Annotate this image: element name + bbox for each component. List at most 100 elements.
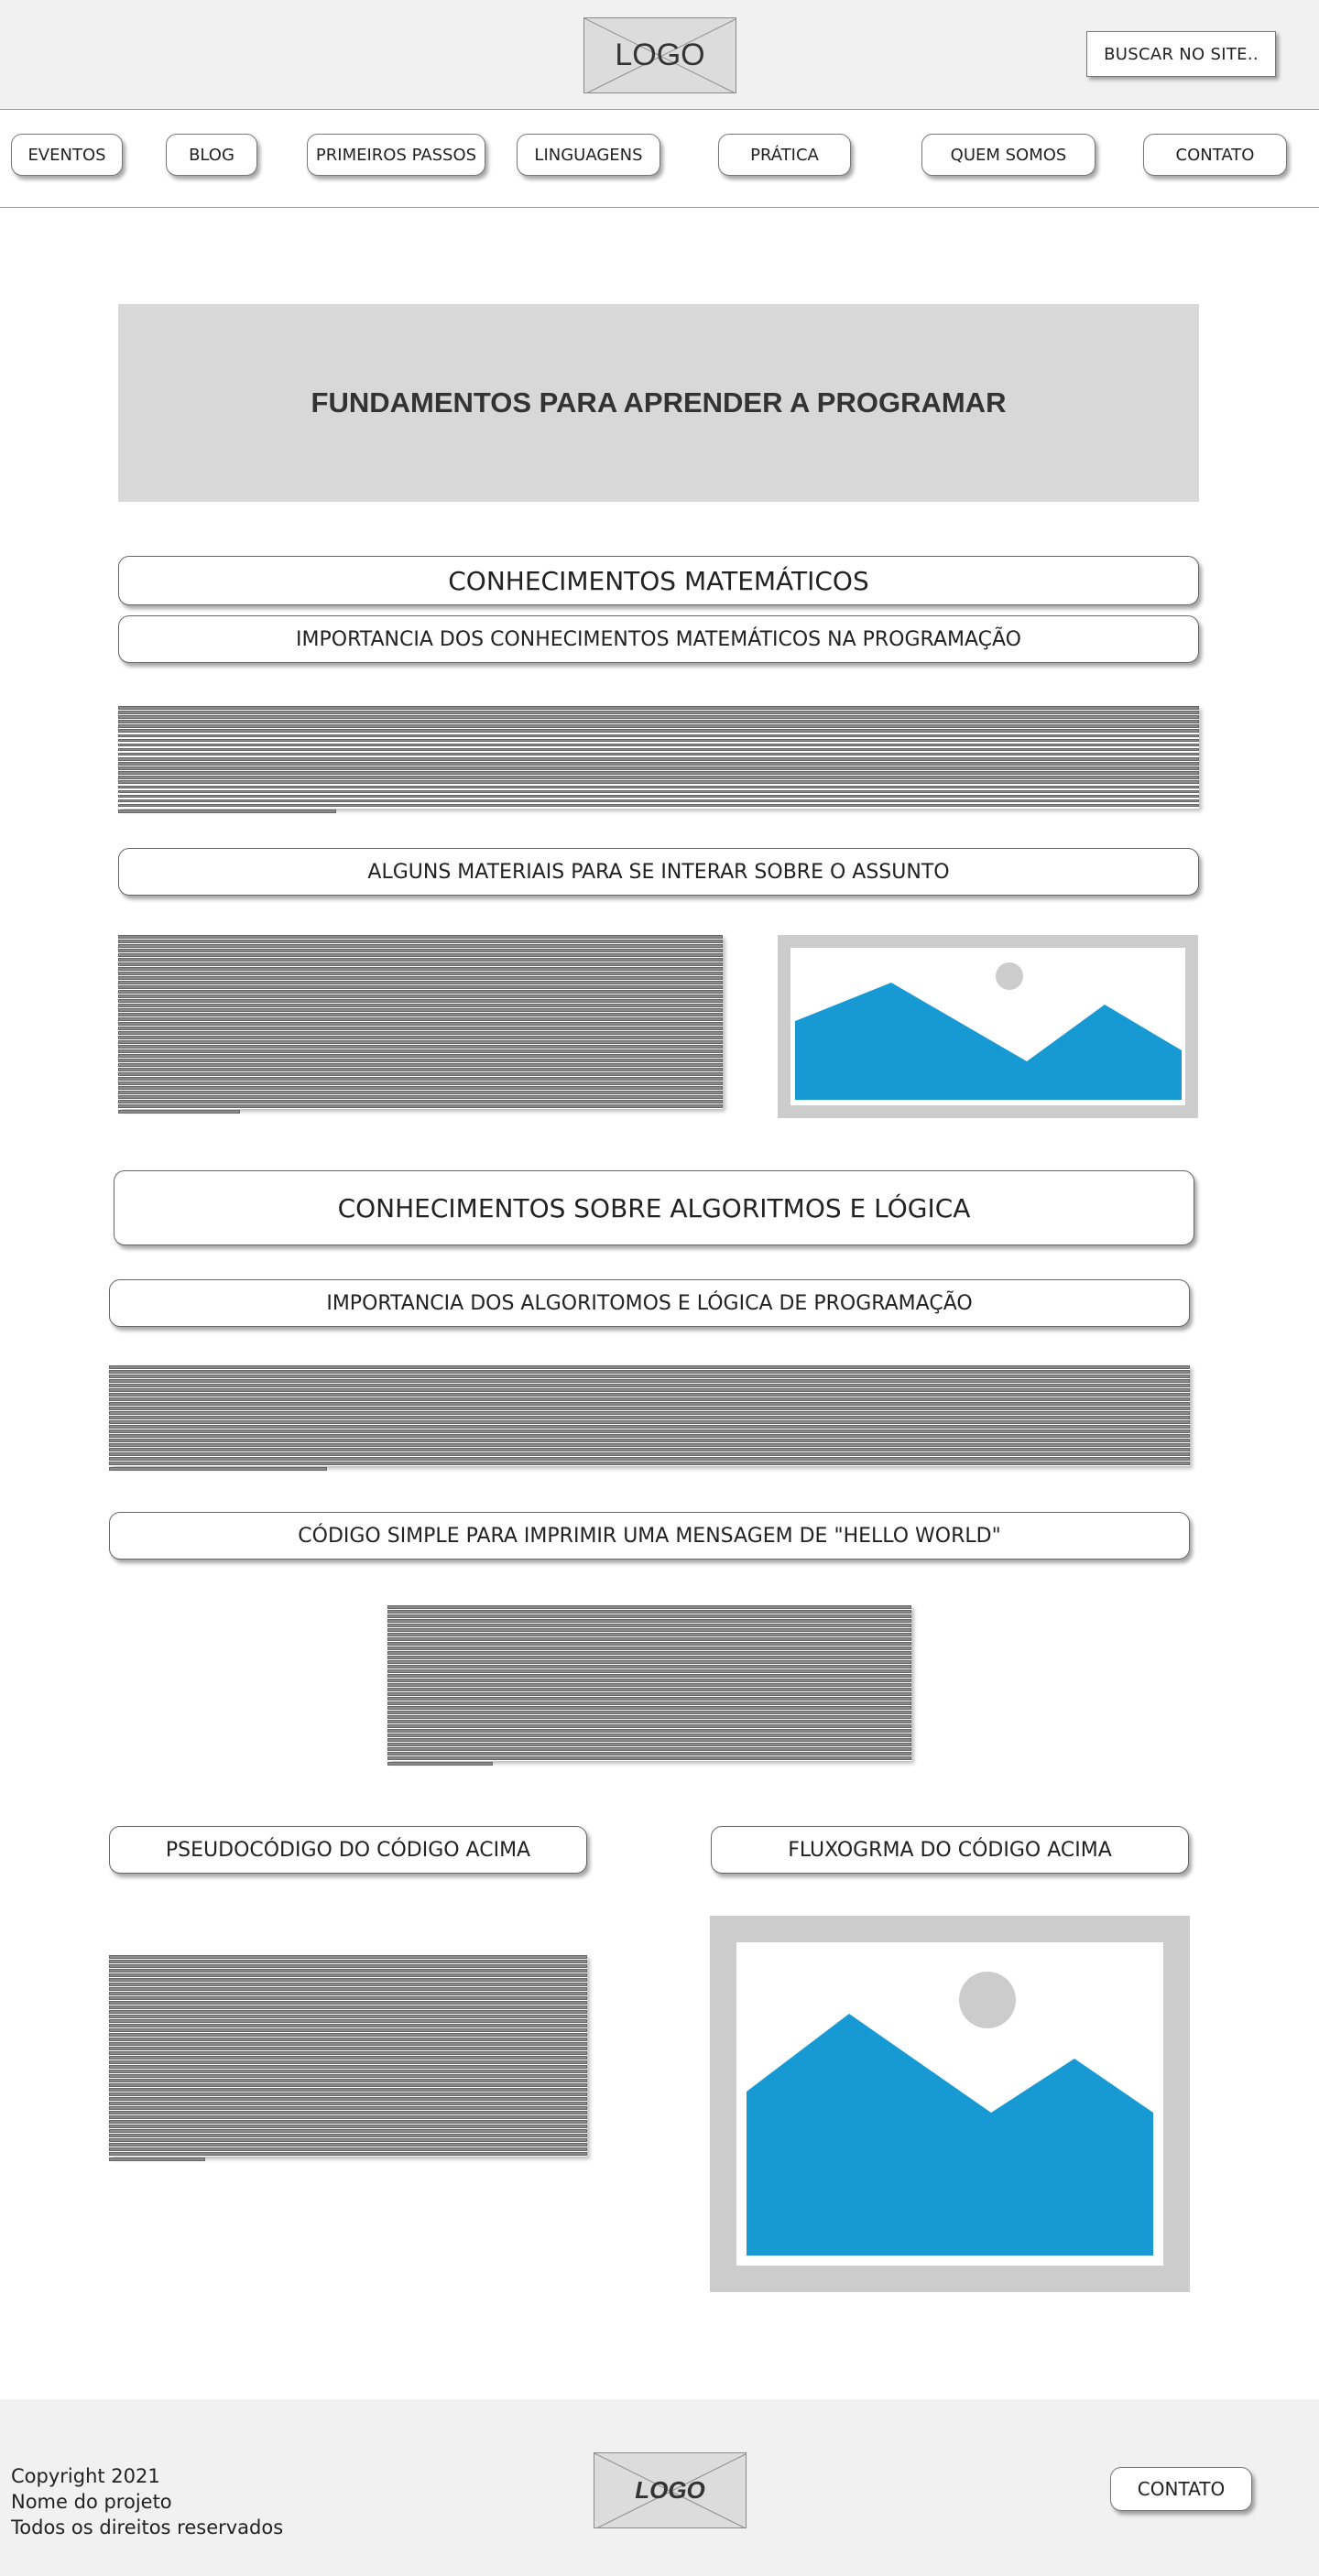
- main-nav: EVENTOS BLOG PRIMEIROS PASSOS LINGUAGENS…: [0, 111, 1319, 208]
- placeholder-text-line: [118, 990, 723, 994]
- math-section-subtitle: IMPORTANCIA DOS CONHECIMENTOS MATEMÁTICO…: [118, 615, 1199, 663]
- placeholder-text-line: [118, 985, 723, 989]
- placeholder-text-line: [118, 738, 1199, 743]
- placeholder-text-line: [109, 2083, 587, 2087]
- copyright-line: Copyright 2021: [11, 2465, 160, 2487]
- code-text-block: [387, 1605, 911, 1766]
- placeholder-text-line: [387, 1711, 911, 1714]
- nav-item-eventos[interactable]: EVENTOS: [11, 134, 123, 176]
- math-materials-image: [778, 935, 1198, 1118]
- placeholder-text-line: [387, 1614, 911, 1618]
- nav-item-primeiros-passos[interactable]: PRIMEIROS PASSOS: [307, 134, 485, 176]
- placeholder-text-line: [387, 1679, 911, 1682]
- placeholder-text-line: [109, 2134, 587, 2137]
- placeholder-text-line: [387, 1665, 911, 1668]
- nav-item-contato[interactable]: CONTATO: [1143, 134, 1287, 176]
- placeholder-text-line: [387, 1624, 911, 1627]
- placeholder-text-line: [109, 2005, 587, 2009]
- placeholder-text-line: [118, 1027, 723, 1030]
- math-materials-text-block: [118, 935, 723, 1114]
- placeholder-text-line: [109, 2033, 587, 2037]
- placeholder-text-line: [109, 1983, 587, 1986]
- placeholder-text-line: [109, 2152, 587, 2156]
- placeholder-text-line: [109, 2024, 587, 2027]
- math-materials-title: ALGUNS MATERIAIS PARA SE INTERAR SOBRE O…: [118, 848, 1199, 896]
- placeholder-text-line: [109, 2028, 587, 2032]
- placeholder-text-line: [118, 999, 723, 1003]
- footer-logo[interactable]: LOGO: [594, 2452, 747, 2528]
- placeholder-text-line: [387, 1660, 911, 1664]
- placeholder-text-line: [109, 1384, 1190, 1387]
- placeholder-text-line: [387, 1715, 911, 1719]
- placeholder-text-line: [118, 780, 1199, 785]
- placeholder-text-line: [118, 734, 1199, 738]
- header-logo-label: LOGO: [615, 38, 705, 72]
- placeholder-text-line: [118, 1091, 723, 1094]
- placeholder-text-line: [387, 1619, 911, 1623]
- placeholder-text-line: [118, 1086, 723, 1090]
- placeholder-text-line: [109, 1452, 1190, 1456]
- placeholder-text-line: [109, 2120, 587, 2124]
- placeholder-text-line: [109, 2051, 587, 2055]
- hero-banner: FUNDAMENTOS PARA APRENDER A PROGRAMAR: [118, 304, 1199, 502]
- site-footer: Copyright 2021 Nome do projeto Todos os …: [0, 2399, 1319, 2576]
- placeholder-text-line: [387, 1729, 911, 1733]
- placeholder-text-line: [118, 976, 723, 980]
- placeholder-text-line: [109, 2079, 587, 2082]
- image-placeholder-icon: [747, 1972, 1153, 2255]
- placeholder-text-line: [109, 2106, 587, 2110]
- placeholder-text-line: [109, 2019, 587, 2023]
- header-logo[interactable]: LOGO: [583, 17, 736, 93]
- placeholder-text-line: [118, 1059, 723, 1062]
- placeholder-text-line: [109, 2129, 587, 2133]
- placeholder-text-line: [118, 1008, 723, 1012]
- placeholder-text-line: [118, 799, 1199, 803]
- pseudocode-title: PSEUDOCÓDIGO DO CÓDIGO ACIMA: [109, 1826, 587, 1874]
- placeholder-text-line: [109, 1425, 1190, 1429]
- placeholder-text-line: [109, 1429, 1190, 1433]
- placeholder-text-line: [109, 2097, 587, 2101]
- placeholder-text-line: [118, 1054, 723, 1058]
- algo-section-title: CONHECIMENTOS SOBRE ALGORITMOS E LÓGICA: [114, 1170, 1194, 1245]
- placeholder-text-line: [118, 789, 1199, 794]
- placeholder-text-line: [118, 953, 723, 957]
- placeholder-text-line: [109, 2056, 587, 2060]
- site-header: LOGO BUSCAR NO SITE..: [0, 0, 1319, 110]
- placeholder-text-line: [118, 1045, 723, 1049]
- placeholder-text-line: [118, 1104, 723, 1108]
- placeholder-text-line: [118, 995, 723, 998]
- nav-item-blog[interactable]: BLOG: [166, 134, 257, 176]
- footer-contact-button[interactable]: CONTATO: [1110, 2467, 1252, 2511]
- nav-item-pratica[interactable]: PRÁTICA: [718, 134, 851, 176]
- placeholder-text-line: [387, 1752, 911, 1755]
- placeholder-text-line: [118, 803, 1199, 808]
- nav-item-quem-somos[interactable]: QUEM SOMOS: [921, 134, 1096, 176]
- placeholder-text-line: [118, 1081, 723, 1085]
- placeholder-text-line: [109, 2092, 587, 2096]
- placeholder-text-line: [118, 981, 723, 984]
- flowchart-image: [710, 1916, 1190, 2292]
- placeholder-text-line: [387, 1637, 911, 1641]
- placeholder-text-line: [118, 1095, 723, 1099]
- placeholder-text-line: [109, 2138, 587, 2142]
- placeholder-text-line: [387, 1642, 911, 1646]
- placeholder-text-line: [387, 1633, 911, 1636]
- search-button[interactable]: BUSCAR NO SITE..: [1086, 31, 1276, 77]
- placeholder-text-line: [109, 2125, 587, 2128]
- placeholder-text-line: [109, 1964, 587, 1968]
- placeholder-text-line: [387, 1697, 911, 1701]
- placeholder-text-line: [118, 944, 723, 948]
- placeholder-text-line: [109, 1397, 1190, 1401]
- placeholder-text-line: [109, 1448, 1190, 1451]
- placeholder-text-line: [109, 1987, 587, 1991]
- placeholder-text-line: [109, 2047, 587, 2050]
- placeholder-text-line: [387, 1692, 911, 1696]
- placeholder-text-line: [109, 1370, 1190, 1374]
- placeholder-text-line: [387, 1628, 911, 1632]
- placeholder-text-line: [118, 1072, 723, 1076]
- text-block-last-line: [109, 2158, 205, 2161]
- placeholder-text-line: [118, 1036, 723, 1039]
- placeholder-text-line: [109, 2015, 587, 2018]
- nav-item-linguagens[interactable]: LINGUAGENS: [517, 134, 660, 176]
- text-block-last-line: [118, 1110, 240, 1114]
